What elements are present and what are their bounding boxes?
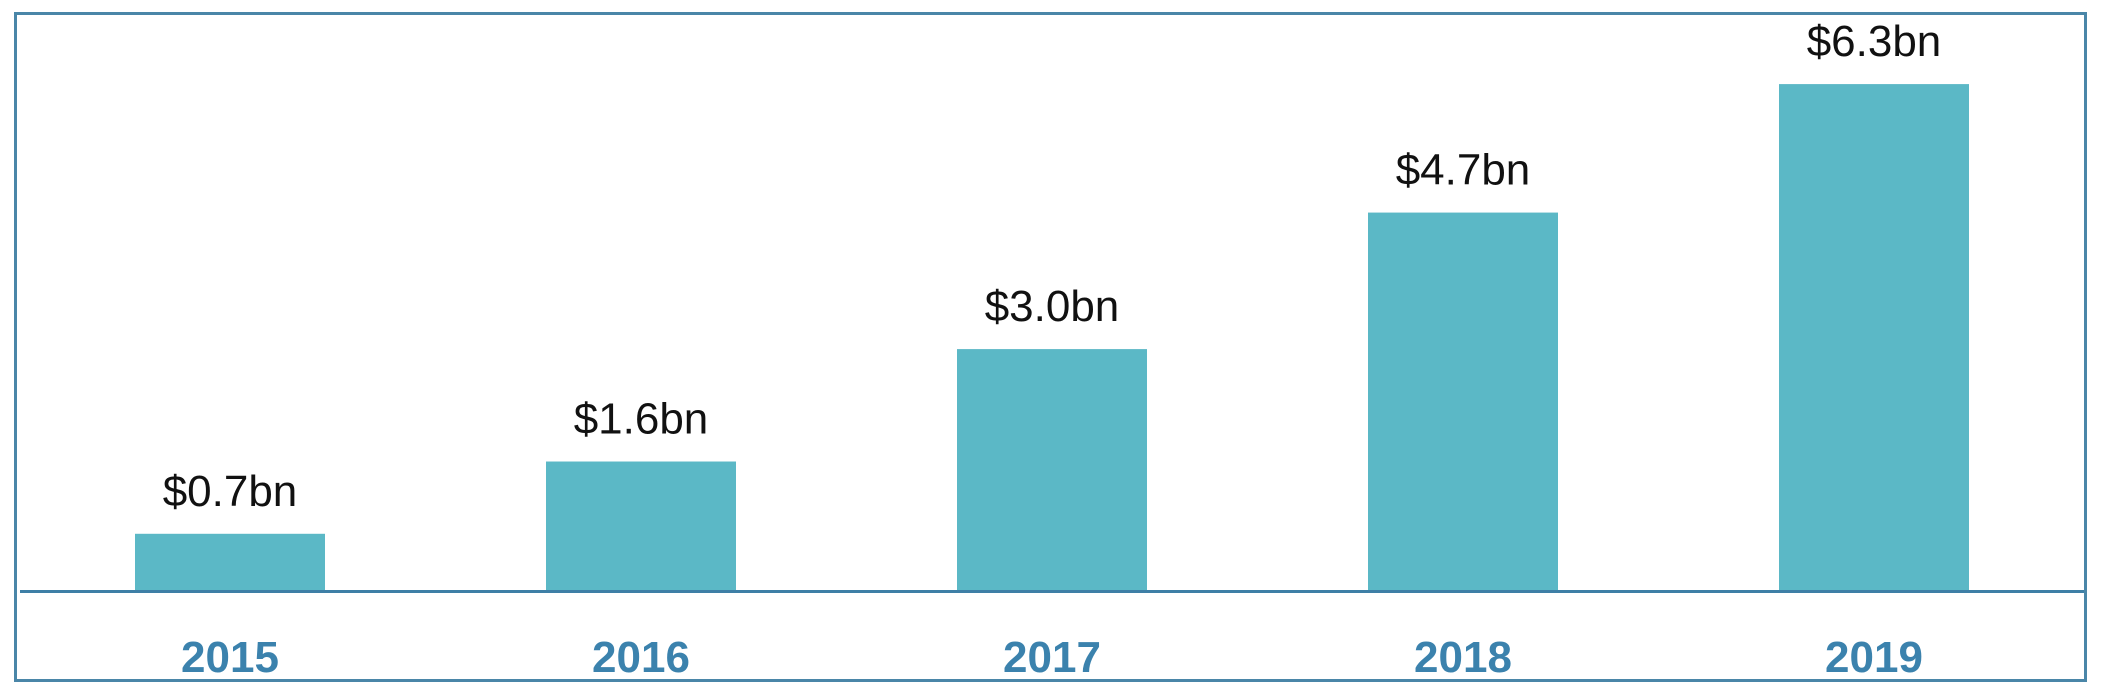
x-tick-label-2017: 2017 (1003, 633, 1101, 682)
bars-group (135, 84, 1969, 591)
bar-2018 (1368, 212, 1558, 591)
x-tick-label-2019: 2019 (1825, 633, 1923, 682)
bar-2017 (957, 349, 1147, 590)
data-label-2016: $1.6bn (574, 395, 709, 444)
bar-2015 (135, 533, 325, 590)
x-tick-labels-group: 2015 2016 2017 2018 2019 (181, 633, 1923, 682)
bar-2019 (1779, 84, 1969, 590)
x-tick-label-2018: 2018 (1414, 633, 1512, 682)
data-label-2017: $3.0bn (985, 282, 1120, 331)
data-labels-group: $0.7bn $1.6bn $3.0bn $4.7bn $6.3bn (163, 17, 1942, 516)
x-tick-label-2015: 2015 (181, 633, 279, 682)
bar-2016 (546, 461, 736, 590)
data-label-2019: $6.3bn (1807, 17, 1942, 66)
data-label-2018: $4.7bn (1396, 146, 1531, 195)
x-tick-label-2016: 2016 (592, 633, 690, 682)
data-label-2015: $0.7bn (163, 467, 298, 516)
